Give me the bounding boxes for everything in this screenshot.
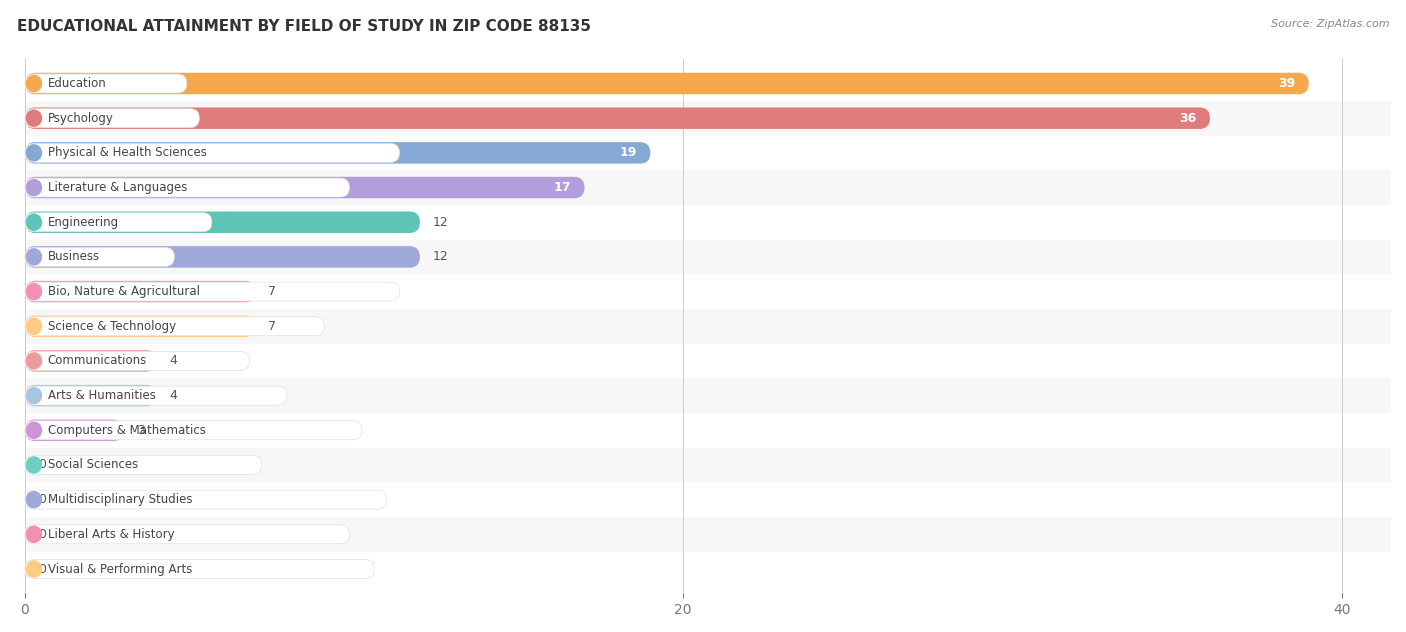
FancyBboxPatch shape [25, 317, 325, 336]
Circle shape [27, 457, 42, 473]
Text: Visual & Performing Arts: Visual & Performing Arts [48, 562, 193, 576]
Text: 3: 3 [136, 424, 145, 437]
FancyBboxPatch shape [25, 281, 256, 302]
Circle shape [27, 561, 42, 577]
Text: Arts & Humanities: Arts & Humanities [48, 389, 156, 402]
Circle shape [27, 145, 42, 161]
Text: 12: 12 [433, 216, 449, 229]
Text: 7: 7 [269, 320, 277, 333]
FancyBboxPatch shape [25, 525, 350, 544]
Bar [25, 66, 1406, 101]
Bar [25, 170, 1406, 205]
Text: Engineering: Engineering [48, 216, 120, 229]
Text: Psychology: Psychology [48, 112, 114, 125]
Text: 7: 7 [269, 285, 277, 298]
FancyBboxPatch shape [25, 420, 124, 441]
Circle shape [27, 353, 42, 369]
Text: Education: Education [48, 77, 107, 90]
Bar [25, 205, 1406, 240]
Bar [25, 274, 1406, 309]
Bar [25, 240, 1406, 274]
Bar [25, 344, 1406, 379]
Text: 17: 17 [554, 181, 571, 194]
FancyBboxPatch shape [25, 142, 651, 164]
FancyBboxPatch shape [25, 107, 1211, 129]
FancyBboxPatch shape [25, 456, 262, 475]
FancyBboxPatch shape [25, 490, 387, 509]
Text: Bio, Nature & Agricultural: Bio, Nature & Agricultural [48, 285, 200, 298]
Text: 12: 12 [433, 250, 449, 264]
Text: 0: 0 [38, 528, 46, 541]
Text: Computers & Mathematics: Computers & Mathematics [48, 424, 205, 437]
Circle shape [27, 249, 42, 265]
Text: 0: 0 [38, 458, 46, 471]
FancyBboxPatch shape [25, 386, 287, 405]
Text: 36: 36 [1180, 112, 1197, 125]
Text: 0: 0 [38, 493, 46, 506]
FancyBboxPatch shape [25, 212, 420, 233]
Text: 19: 19 [620, 147, 637, 159]
FancyBboxPatch shape [25, 246, 420, 268]
FancyBboxPatch shape [25, 178, 350, 197]
FancyBboxPatch shape [25, 350, 156, 372]
FancyBboxPatch shape [25, 177, 585, 198]
FancyBboxPatch shape [25, 73, 1309, 94]
FancyBboxPatch shape [25, 213, 212, 232]
Circle shape [27, 319, 42, 334]
Circle shape [27, 214, 42, 230]
FancyBboxPatch shape [25, 143, 399, 162]
FancyBboxPatch shape [25, 351, 249, 370]
Circle shape [27, 75, 42, 92]
Bar [25, 447, 1406, 482]
Text: Liberal Arts & History: Liberal Arts & History [48, 528, 174, 541]
Text: EDUCATIONAL ATTAINMENT BY FIELD OF STUDY IN ZIP CODE 88135: EDUCATIONAL ATTAINMENT BY FIELD OF STUDY… [17, 19, 591, 34]
Text: 4: 4 [170, 355, 177, 367]
Bar [25, 552, 1406, 586]
Circle shape [27, 284, 42, 300]
Bar [25, 379, 1406, 413]
Text: Communications: Communications [48, 355, 148, 367]
FancyBboxPatch shape [25, 421, 361, 440]
Text: Multidisciplinary Studies: Multidisciplinary Studies [48, 493, 193, 506]
Bar [25, 517, 1406, 552]
FancyBboxPatch shape [25, 248, 174, 266]
Text: 4: 4 [170, 389, 177, 402]
FancyBboxPatch shape [25, 109, 200, 128]
Text: Science & Technology: Science & Technology [48, 320, 176, 333]
Bar [25, 413, 1406, 447]
Text: Literature & Languages: Literature & Languages [48, 181, 187, 194]
Bar [25, 482, 1406, 517]
Circle shape [27, 387, 42, 404]
Bar [25, 135, 1406, 170]
Circle shape [27, 492, 42, 507]
Circle shape [27, 179, 42, 195]
Text: Physical & Health Sciences: Physical & Health Sciences [48, 147, 207, 159]
FancyBboxPatch shape [25, 282, 399, 301]
Bar [25, 101, 1406, 135]
FancyBboxPatch shape [25, 385, 156, 406]
Circle shape [27, 422, 42, 439]
Text: Source: ZipAtlas.com: Source: ZipAtlas.com [1271, 19, 1389, 29]
Text: Social Sciences: Social Sciences [48, 458, 138, 471]
Text: Business: Business [48, 250, 100, 264]
FancyBboxPatch shape [25, 315, 256, 337]
Circle shape [27, 526, 42, 542]
Text: 0: 0 [38, 562, 46, 576]
FancyBboxPatch shape [25, 559, 374, 578]
Circle shape [27, 110, 42, 126]
FancyBboxPatch shape [25, 74, 187, 93]
Text: 39: 39 [1278, 77, 1295, 90]
Bar [25, 309, 1406, 344]
